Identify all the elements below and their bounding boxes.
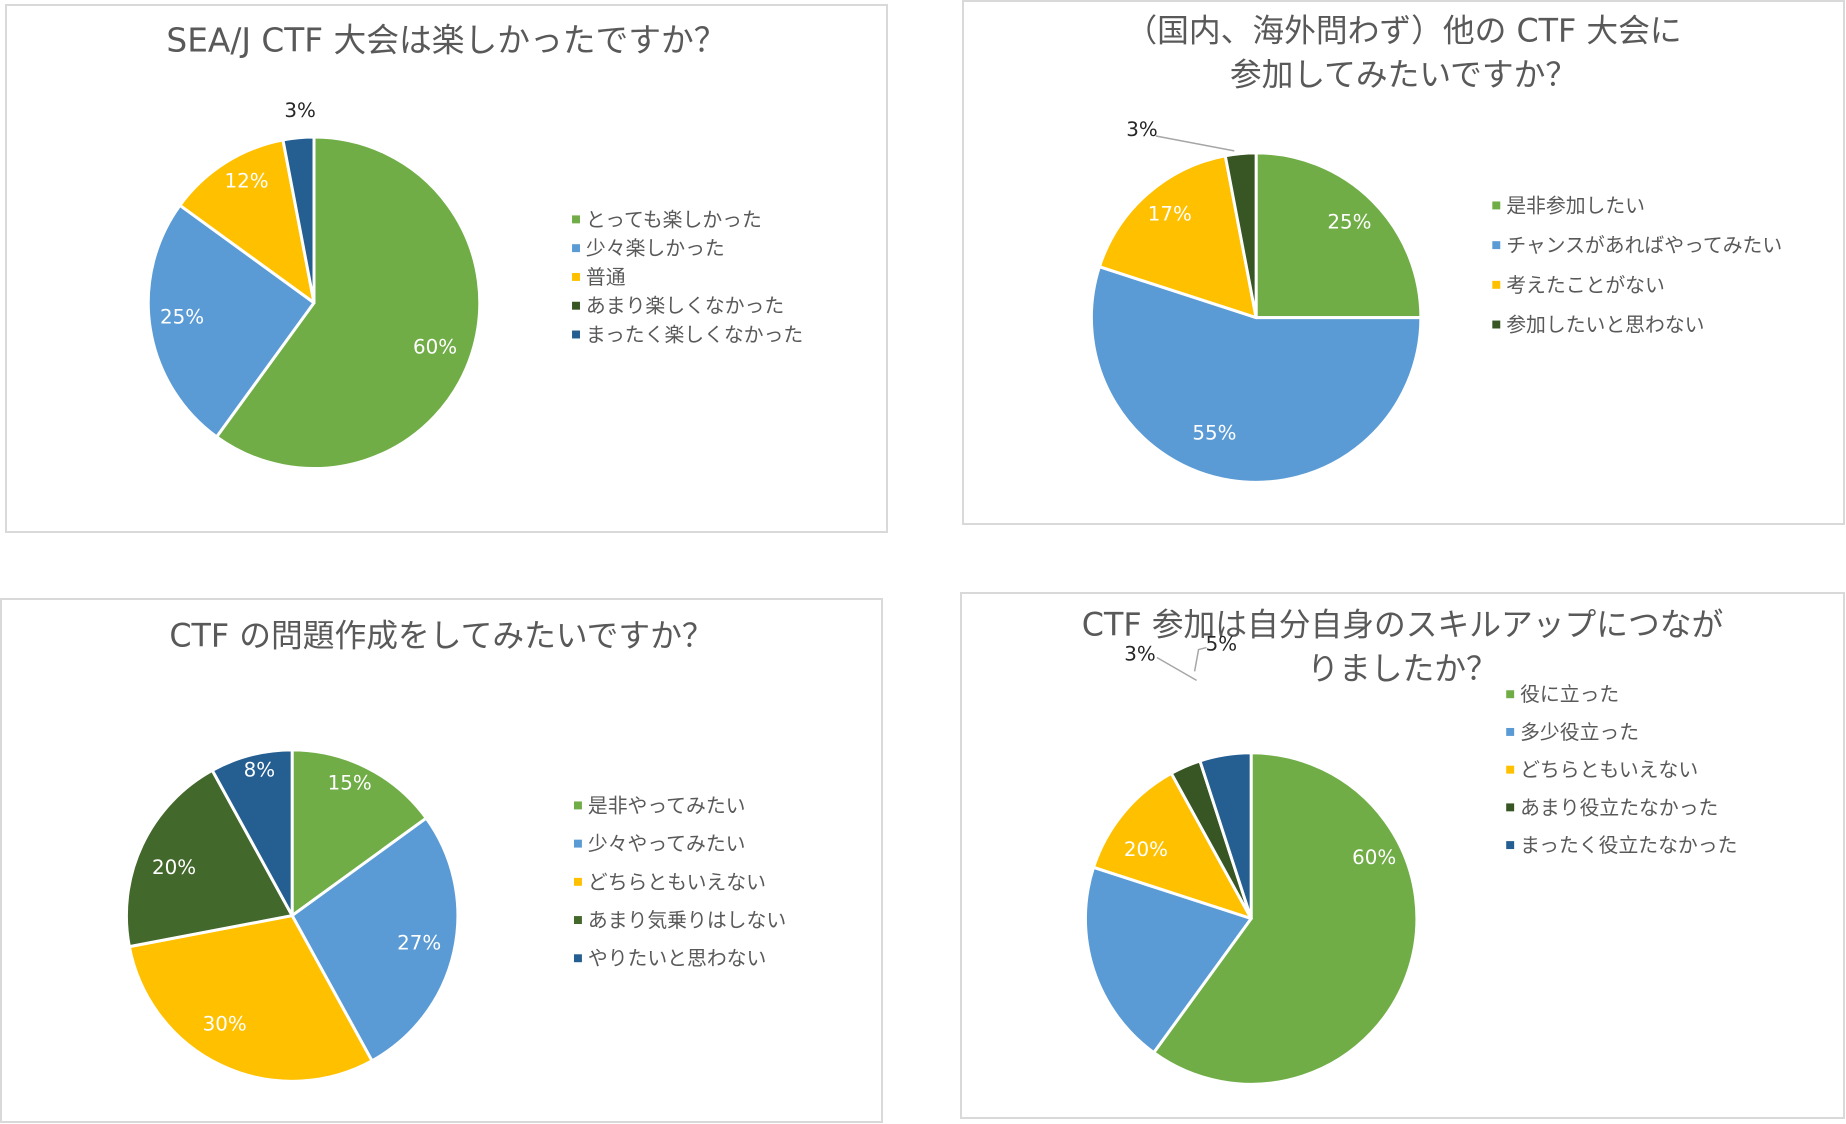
legend-swatch [1492, 320, 1501, 329]
legend: 役に立った多少役立ったどちらともいえないあまり役立たなかったまったく役立たなかっ… [1506, 683, 1737, 857]
chart-title-line: SEA/J CTF 大会は楽しかったですか？ [166, 22, 726, 60]
legend-label: やりたいと思わない [588, 947, 766, 970]
legend-swatch [572, 244, 580, 253]
pie-slice [1097, 154, 1258, 320]
data-label: 3% [284, 99, 315, 122]
chart-title-line: 参加してみたいですか？ [1230, 57, 1577, 93]
legend-swatch [573, 801, 582, 810]
callout-line [1193, 646, 1207, 672]
pie-chart-problem-making: CTF の問題作成をしてみたいですか？ 15% 27% 30% 20% 8% 是非やってみた… [124, 619, 786, 1083]
callout-line [1156, 656, 1197, 681]
data-label: 20% [152, 856, 196, 879]
data-label: 8% [244, 759, 275, 782]
pie-slice [1152, 751, 1419, 1086]
legend-swatch [1506, 690, 1515, 699]
data-label: 55% [1192, 422, 1236, 445]
data-label: 17% [1148, 202, 1192, 225]
legend-swatch [1506, 765, 1515, 774]
data-label: 60% [1352, 846, 1396, 869]
legend-label: どちらともいえない [1520, 759, 1698, 782]
pie-slice [127, 914, 374, 1083]
legend-label: 普通 [586, 266, 626, 289]
pie-slice [1254, 151, 1423, 320]
chart-title-line: りましたか？ [1307, 651, 1498, 687]
legend-swatch [1492, 201, 1501, 210]
legend-label: あまり役立たなかった [1520, 796, 1718, 819]
legend-swatch [573, 916, 582, 925]
chart-title-line: CTF の問題作成をしてみたいですか？ [169, 619, 713, 655]
pie-slices [146, 135, 482, 470]
legend-swatch [572, 272, 580, 281]
legend-label: 是非やってみたい [588, 794, 746, 817]
pie-slice [178, 138, 316, 305]
legend-label: 役に立った [1520, 683, 1619, 706]
legend-label: チャンスがあればやってみたい [1506, 234, 1782, 257]
legend-label: とっても楽しかった [586, 208, 762, 231]
legend-swatch [572, 215, 580, 224]
pie-slice [281, 135, 316, 305]
legend-label: 考えたことがない [1506, 274, 1665, 297]
legend-label: 多少役立った [1520, 721, 1639, 744]
legend-label: 参加したいと思わない [1506, 313, 1704, 336]
chart-title-line: （国内、海外問わず）他の CTF 大会に [1125, 14, 1681, 50]
pie-slice [215, 135, 482, 470]
legend: 是非やってみたい少々やってみたいどちらともいえないあまり気乗りはしないやりたいと… [573, 794, 786, 970]
data-label: 3% [1124, 642, 1155, 665]
legend-label: どちらともいえない [588, 871, 766, 894]
data-label: 20% [1124, 838, 1168, 861]
legend-swatch [1506, 727, 1515, 736]
legend-swatch [572, 301, 580, 310]
pie-slice [210, 748, 294, 918]
legend-label: 是非参加したい [1506, 194, 1645, 217]
pie-slices [1089, 151, 1423, 484]
legend-swatch [573, 877, 582, 886]
data-label: 30% [203, 1013, 247, 1036]
pie-slice [1223, 151, 1258, 320]
legend-label: あまり楽しくなかった [586, 295, 784, 318]
pie-slice [124, 768, 294, 949]
pie-slice [1198, 751, 1253, 921]
pie-slice [1083, 865, 1253, 1055]
pie-slice [1089, 265, 1423, 484]
pie-slices [124, 748, 460, 1083]
legend-swatch [1506, 841, 1515, 850]
legend-label: 少々楽しかった [586, 237, 725, 260]
legend-swatch [1492, 241, 1501, 250]
legend-label: 少々やってみたい [588, 833, 746, 856]
data-label: 12% [1138, 736, 1182, 759]
legend-swatch [573, 954, 582, 963]
legend-swatch [1506, 803, 1515, 812]
chart-panel-skill-up: CTF 参加は自分自身のスキルアップにつなが りましたか？ 60% 20% 12% 3% 5… [960, 592, 1845, 1119]
callout-line [1155, 135, 1235, 152]
chart-panel-problem-making: CTF の問題作成をしてみたいですか？ 15% 27% 30% 20% 8% 是非やってみた… [0, 598, 883, 1123]
pie-slices [1083, 751, 1419, 1086]
data-label: 3% [1126, 118, 1157, 141]
pie-slice [290, 816, 460, 1063]
legend-label: まったく楽しくなかった [586, 323, 803, 346]
data-label: 15% [328, 772, 372, 795]
pie-chart-enjoyment: SEA/J CTF 大会は楽しかったですか？ 60% 25% 12% 3% とっても楽しか… [146, 22, 803, 470]
data-label: 27% [397, 931, 441, 954]
chart-panel-enjoyment: SEA/J CTF 大会は楽しかったですか？ 60% 25% 12% 3% とっても楽しか… [5, 4, 888, 533]
data-label: 60% [413, 335, 457, 358]
chart-panel-other-ctf: （国内、海外問わず）他の CTF 大会に 参加してみたいですか？ 25% 55% 17%… [962, 0, 1845, 525]
legend-swatch [1492, 280, 1501, 289]
data-label: 25% [160, 306, 204, 329]
pie-slice [290, 748, 428, 918]
chart-title-line: CTF 参加は自分自身のスキルアップにつなが [1082, 608, 1723, 644]
legend-swatch [573, 839, 582, 848]
data-label: 5% [1206, 633, 1237, 656]
pie-slice [1092, 771, 1253, 921]
pie-slice [146, 203, 316, 439]
legend-label: まったく役立たなかった [1520, 834, 1737, 857]
data-label: 25% [1327, 210, 1371, 233]
legend-label: あまり気乗りはしない [588, 909, 786, 932]
data-label: 12% [224, 170, 268, 193]
legend-swatch [572, 330, 580, 339]
